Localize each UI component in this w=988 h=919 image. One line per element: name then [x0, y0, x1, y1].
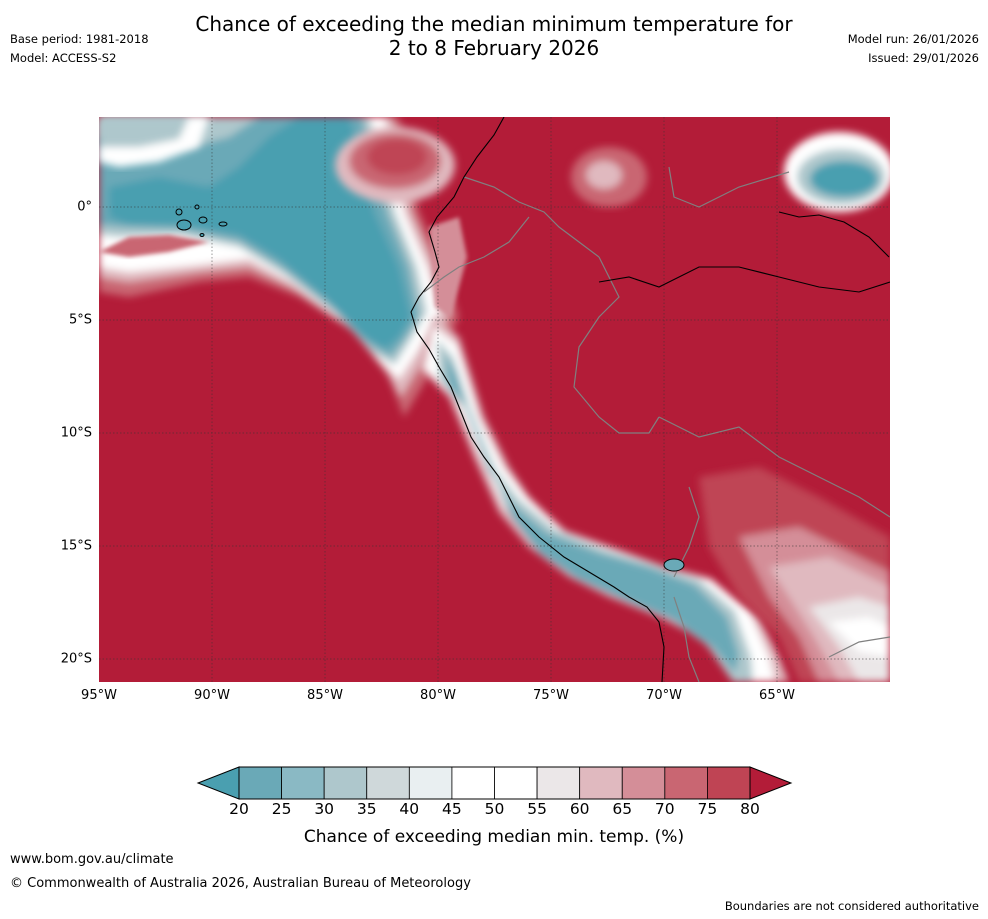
country-borders	[423, 166, 890, 682]
colorbar-tick-45: 45	[442, 800, 462, 818]
border-colombia-ecuador	[463, 176, 600, 258]
cool-top-left	[99, 117, 209, 167]
cool-blob-northeast	[784, 132, 890, 212]
colorbar-bin-10	[664, 766, 708, 800]
coastlines	[410, 117, 890, 682]
border-ecuador-peru	[423, 216, 530, 293]
colorbar-bin-6	[494, 766, 538, 800]
colorbar-bin-7	[536, 766, 581, 800]
colorbar	[196, 766, 793, 800]
model-name: Model: ACCESS-S2	[10, 51, 117, 65]
colorbar-bin-2	[323, 766, 368, 800]
coastline-pacific	[410, 117, 665, 682]
lon-label-65w: 65°W	[759, 688, 795, 703]
lon-label-90w: 90°W	[194, 688, 230, 703]
colorbar-tick-30: 30	[314, 800, 335, 818]
colorbar-tick-25: 25	[271, 800, 292, 818]
title-line-1: Chance of exceeding the median minimum t…	[195, 12, 793, 36]
galapagos-santiago	[194, 204, 200, 210]
colorbar-bin-9	[621, 766, 666, 800]
border-bolivia-paraguay	[828, 636, 890, 658]
lat-label-15s: 15°S	[60, 538, 92, 554]
colorbar-tick-20: 20	[229, 800, 249, 818]
galapagos-islands	[175, 204, 228, 237]
coastal-cool-band	[419, 317, 789, 682]
lake-titicaca	[663, 558, 685, 572]
border-bolivia-chile	[673, 596, 700, 682]
colorbar-title: Chance of exceeding median min. temp. (%…	[303, 827, 685, 847]
lat-label-20s: 20°S	[60, 651, 92, 667]
colorbar-tick-55: 55	[527, 800, 547, 818]
ecuador-warm-streak	[429, 217, 467, 317]
footer-disclaimer: Boundaries are not considered authoritat…	[724, 899, 979, 913]
colorbar-tick-50: 50	[484, 800, 505, 818]
probability-map	[99, 117, 890, 682]
coastline-orinoco	[598, 266, 890, 293]
colorbar-bins	[238, 766, 751, 800]
chart-title: Chance of exceeding the median minimum t…	[0, 12, 988, 60]
lon-label-70w: 70°W	[646, 688, 682, 703]
colorbar-bin-11	[707, 766, 751, 800]
footer-copyright: © Commonwealth of Australia 2026, Austra…	[10, 876, 471, 891]
warm-patch-n-central	[571, 147, 647, 207]
lon-label-85w: 85°W	[307, 688, 343, 703]
meta-right: Model run: 26/01/2026 Issued: 29/01/2026	[848, 30, 979, 68]
colorbar-tick-40: 40	[399, 800, 420, 818]
colorbar-bin-0	[238, 766, 282, 800]
lat-label-10s: 10°S	[60, 425, 92, 441]
colorbar-bin-3	[366, 766, 410, 800]
warm-patch-north	[335, 127, 455, 203]
colorbar-bin-5	[451, 766, 495, 800]
galapagos-fernandina	[175, 208, 183, 216]
colorbar-tick-70: 70	[654, 800, 675, 818]
meta-left: Base period: 1981-2018 Model: ACCESS-S2	[10, 30, 149, 68]
base-period: Base period: 1981-2018	[10, 32, 149, 46]
galapagos-san-cristobal	[218, 221, 228, 227]
model-run: Model run: 26/01/2026	[847, 32, 979, 46]
colorbar-frame	[238, 766, 751, 800]
colorbar-tick-65: 65	[612, 800, 633, 818]
border-colombia-venezuela	[668, 166, 790, 208]
galapagos-santa-cruz	[198, 216, 208, 224]
lat-label-5s: 5°S	[68, 312, 92, 328]
gridlines	[99, 117, 890, 682]
colorbar-tick-80: 80	[740, 800, 760, 818]
lon-label-80w: 80°W	[420, 688, 456, 703]
band-below-20	[109, 117, 411, 349]
lon-label-95w: 95°W	[81, 688, 117, 703]
colorbar-tick-35: 35	[356, 800, 377, 818]
colorbar-bin-4	[408, 766, 453, 800]
colorbar-tick-75: 75	[697, 800, 718, 818]
colorbar-bin-1	[281, 766, 325, 800]
colorbar-bin-8	[579, 766, 623, 800]
lon-label-75w: 75°W	[533, 688, 569, 703]
title-line-2: 2 to 8 February 2026	[388, 36, 600, 60]
footer-website[interactable]: www.bom.gov.au/climate	[10, 852, 174, 867]
colorbar-tick-60: 60	[569, 800, 590, 818]
lat-label-0: 0°	[77, 199, 92, 215]
coastline-caribbean	[778, 211, 890, 258]
cool-blob-ne-core	[810, 161, 878, 197]
colorbar-low-arrow	[196, 766, 240, 800]
coastal-band-25	[445, 353, 739, 673]
border-bolivia-brazil	[658, 416, 890, 518]
cool-top-left-mid	[99, 117, 189, 147]
warm-streak-west	[99, 235, 209, 257]
colorbar-high-arrow	[749, 766, 793, 800]
map-svg	[99, 117, 890, 682]
altiplano-50	[829, 617, 890, 657]
warm-patch-inner	[367, 139, 427, 175]
galapagos-isabela	[176, 219, 192, 231]
issued-date: Issued: 29/01/2026	[868, 51, 979, 65]
border-brazil-peru	[573, 256, 660, 434]
warm-patch-nc-inner	[586, 161, 622, 189]
galapagos-espanola	[199, 233, 205, 237]
